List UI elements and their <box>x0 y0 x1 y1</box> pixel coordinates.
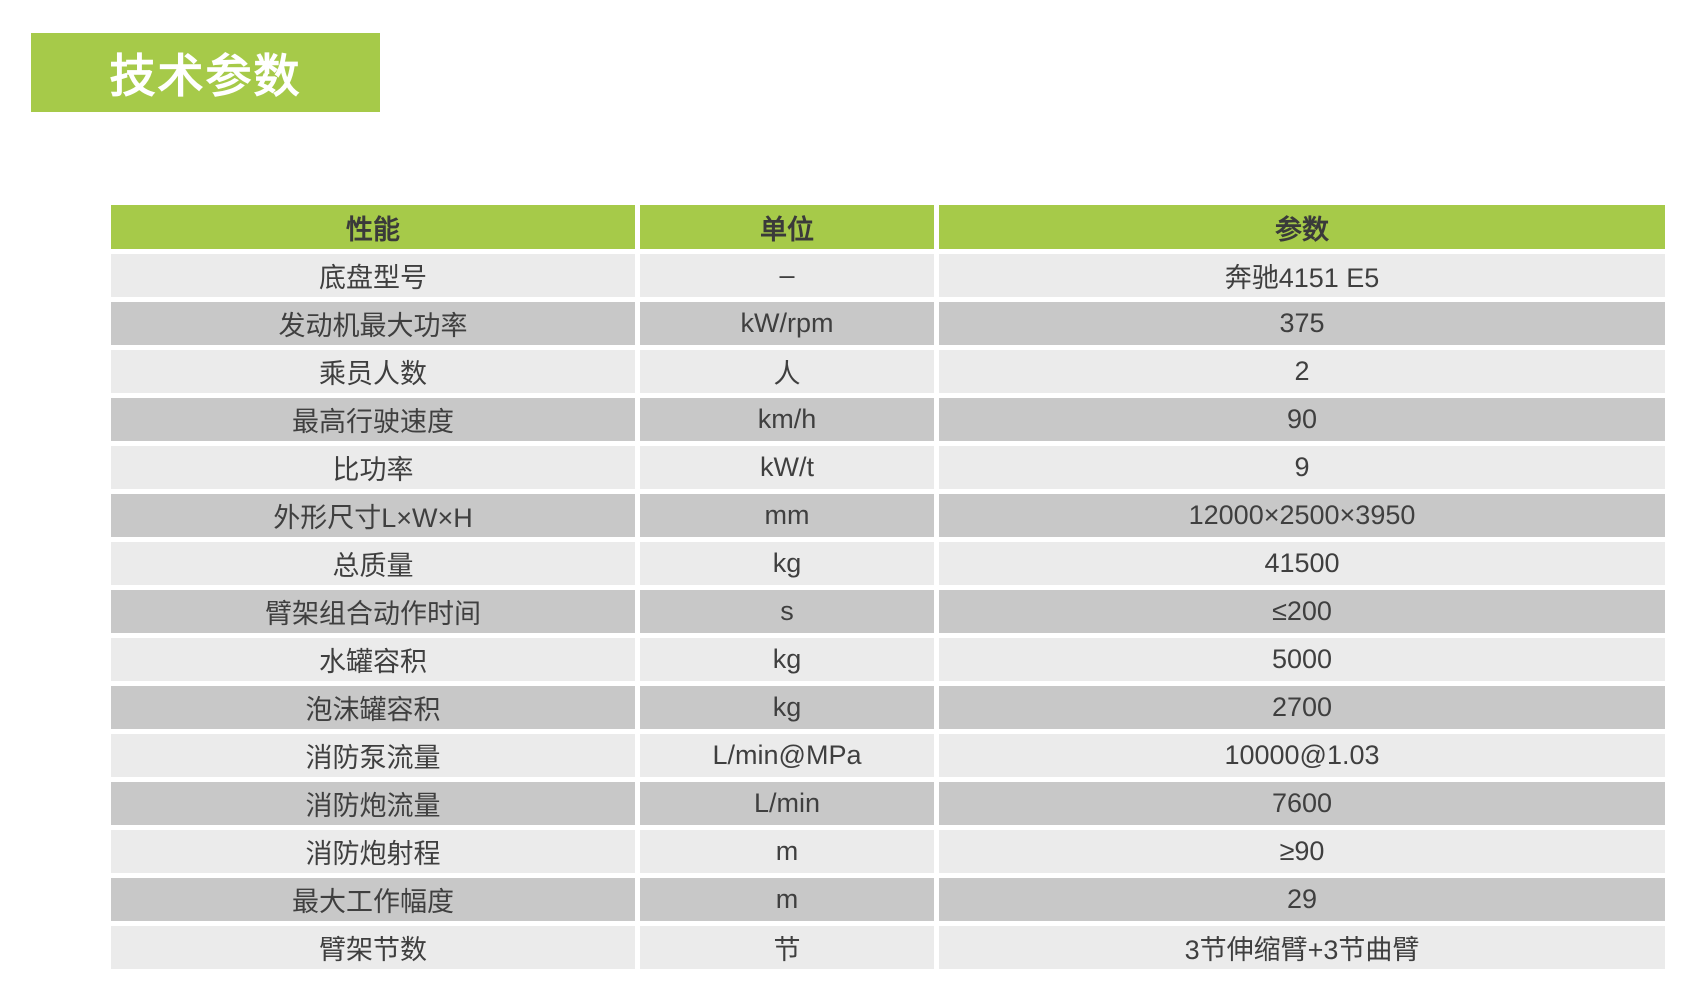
row-value-cell: 7600 <box>939 782 1665 825</box>
row-name-cell: 臂架节数 <box>111 926 635 969</box>
row-value-cell: 奔驰4151 E5 <box>939 254 1665 297</box>
row-value-cell: 9 <box>939 446 1665 489</box>
row-value-cell: 12000×2500×3950 <box>939 494 1665 537</box>
row-name-cell: 外形尺寸L×W×H <box>111 494 635 537</box>
row-value-cell: ≤200 <box>939 590 1665 633</box>
row-unit-cell: L/min <box>640 782 934 825</box>
row-unit-cell: – <box>640 254 934 297</box>
row-value-cell: 375 <box>939 302 1665 345</box>
row-unit-cell: mm <box>640 494 934 537</box>
row-unit-cell: 节 <box>640 926 934 969</box>
row-name-cell: 乘员人数 <box>111 350 635 393</box>
row-name-cell: 底盘型号 <box>111 254 635 297</box>
row-value-cell: 90 <box>939 398 1665 441</box>
row-unit-cell: kg <box>640 686 934 729</box>
row-value-cell: 3节伸缩臂+3节曲臂 <box>939 926 1665 969</box>
row-unit-cell: kg <box>640 638 934 681</box>
table-header-performance: 性能 <box>111 205 635 249</box>
row-value-cell: 2700 <box>939 686 1665 729</box>
row-unit-cell: km/h <box>640 398 934 441</box>
row-name-cell: 最大工作幅度 <box>111 878 635 921</box>
row-value-cell: 29 <box>939 878 1665 921</box>
row-name-cell: 消防泵流量 <box>111 734 635 777</box>
row-value-cell: ≥90 <box>939 830 1665 873</box>
row-value-cell: 10000@1.03 <box>939 734 1665 777</box>
table-header-unit: 单位 <box>640 205 934 249</box>
row-unit-cell: kW/t <box>640 446 934 489</box>
row-name-cell: 最高行驶速度 <box>111 398 635 441</box>
row-name-cell: 消防炮射程 <box>111 830 635 873</box>
row-unit-cell: L/min@MPa <box>640 734 934 777</box>
row-value-cell: 5000 <box>939 638 1665 681</box>
row-unit-cell: 人 <box>640 350 934 393</box>
table-header-parameter: 参数 <box>939 205 1665 249</box>
row-name-cell: 发动机最大功率 <box>111 302 635 345</box>
row-name-cell: 水罐容积 <box>111 638 635 681</box>
row-unit-cell: m <box>640 878 934 921</box>
row-name-cell: 比功率 <box>111 446 635 489</box>
spec-table: 性能 单位 参数 底盘型号 – 奔驰4151 E5 发动机最大功率 kW/rpm 375 乘… <box>111 205 1665 969</box>
row-unit-cell: s <box>640 590 934 633</box>
row-name-cell: 臂架组合动作时间 <box>111 590 635 633</box>
row-name-cell: 泡沫罐容积 <box>111 686 635 729</box>
section-title-badge: 技术参数 <box>31 33 380 112</box>
row-unit-cell: kg <box>640 542 934 585</box>
row-name-cell: 消防炮流量 <box>111 782 635 825</box>
row-unit-cell: kW/rpm <box>640 302 934 345</box>
row-value-cell: 2 <box>939 350 1665 393</box>
row-value-cell: 41500 <box>939 542 1665 585</box>
section-title: 技术参数 <box>109 49 302 102</box>
row-unit-cell: m <box>640 830 934 873</box>
row-name-cell: 总质量 <box>111 542 635 585</box>
